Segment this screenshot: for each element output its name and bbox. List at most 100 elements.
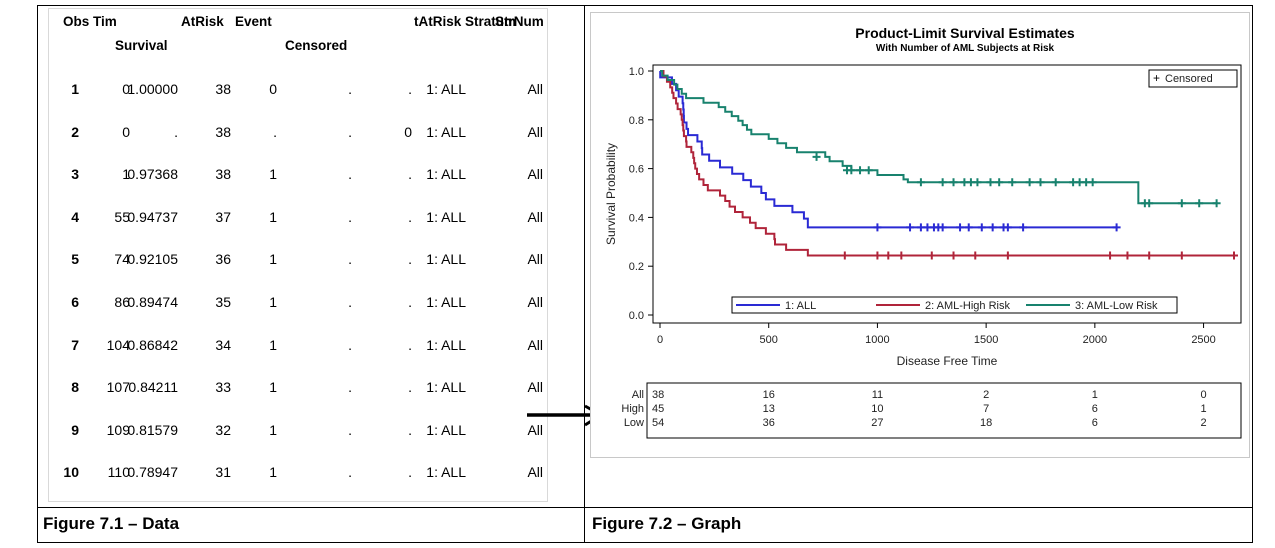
censored-marker [938, 178, 947, 187]
panel-divider [584, 5, 585, 543]
table-cell-event: 1 [269, 421, 277, 438]
table-cell-censored: . [348, 294, 352, 310]
series-legend-box [731, 296, 1178, 314]
y-tick-label: 0.0 [629, 310, 644, 322]
at-risk-value: 6 [1092, 403, 1098, 415]
table-cell-atrisk: 38 [215, 123, 231, 140]
table-cell-event: 0 [269, 81, 277, 97]
table-cell-stratum: 1: ALL [426, 81, 466, 97]
censored-marker [1230, 251, 1238, 260]
censored-marker [927, 251, 936, 260]
table-cell-tim: 74 [114, 251, 130, 268]
censored-marker [988, 223, 997, 232]
x-tick-label: 1500 [974, 334, 998, 346]
table-cell-event: 1 [269, 294, 277, 310]
table-cell-obs: 6 [71, 294, 79, 310]
series-line-1 [659, 70, 1117, 229]
plot-area [652, 64, 1242, 324]
censored-marker [956, 223, 965, 232]
survival-chart: Product-Limit Survival Estimates With Num… [604, 25, 1242, 439]
table-cell-atrisk: 32 [215, 421, 231, 438]
legend-label-1: 1: ALL [785, 300, 816, 312]
table-cell-obs: 7 [71, 336, 79, 353]
x-tick-label: 1000 [865, 334, 889, 346]
censored-marker [856, 166, 865, 175]
table-cell-obs: 1 [71, 81, 79, 97]
x-tick-label: 0 [657, 334, 663, 346]
table-cell-atrisk: 33 [215, 379, 231, 396]
at-risk-value: 16 [763, 389, 775, 401]
table-cell-censored: . [348, 123, 352, 140]
censored-marker [995, 178, 1004, 187]
table-cell-atrisk: 34 [215, 336, 231, 353]
at-risk-value: 0 [1200, 389, 1206, 401]
censored-marker [1145, 199, 1154, 208]
at-risk-value: 54 [652, 417, 664, 429]
censored-marker [977, 223, 986, 232]
censored-marker [897, 251, 906, 260]
censored-marker [1003, 223, 1012, 232]
at-risk-value: 13 [763, 403, 775, 415]
table-cell-event: 1 [269, 208, 277, 225]
censored-marker [864, 166, 873, 175]
censored-marker [1008, 178, 1017, 187]
header-obs: Obs [63, 14, 90, 29]
header-stratum: Stratum [465, 14, 517, 29]
table-cell-strnum: All [527, 336, 543, 353]
table-cell-stratum: 1: ALL [426, 251, 466, 268]
table-cell-survival: 1.00000 [127, 81, 178, 97]
censored-legend-label: Censored [1165, 73, 1213, 85]
x-tick-label: 2000 [1083, 334, 1107, 346]
at-risk-value: 11 [872, 389, 883, 401]
at-risk-row-label: All [632, 389, 644, 401]
table-cell-stratum: 1: ALL [426, 294, 466, 310]
censored-marker [1003, 251, 1012, 260]
at-risk-value: 38 [652, 389, 664, 401]
table-cell-stratum: 1: ALL [426, 166, 466, 183]
table-cell-censored: . [348, 421, 352, 438]
chart-title: Product-Limit Survival Estimates [855, 25, 1075, 41]
at-risk-value: 45 [652, 403, 664, 415]
header-atrisk: AtRisk [181, 14, 224, 29]
at-risk-row-label: Low [624, 417, 644, 429]
censored-marker [884, 251, 893, 260]
table-cell-tatrisk: . [408, 166, 412, 183]
table-cell-strnum: All [527, 123, 543, 140]
header-tim: Tim [93, 14, 117, 29]
legend-label-2: 2: AML-High Risk [925, 300, 1010, 312]
table-cell-strnum: All [527, 421, 543, 438]
censored-marker [949, 251, 958, 260]
series-line-2 [660, 70, 1234, 257]
table-cell-atrisk: 35 [215, 294, 231, 310]
table-cell-strnum: All [527, 294, 543, 310]
caption-graph: Figure 7.2 – Graph [592, 514, 742, 533]
table-cell-stratum: 1: ALL [426, 336, 466, 353]
table-cell-censored: . [348, 379, 352, 396]
figure-frame [37, 5, 1253, 543]
table-cell-tatrisk: . [408, 81, 412, 97]
table-cell-atrisk: 31 [215, 464, 231, 481]
table-cell-censored: . [348, 208, 352, 225]
table-cell-tatrisk: . [408, 294, 412, 310]
at-risk-value: 10 [871, 403, 883, 415]
x-tick-label: 2500 [1191, 334, 1215, 346]
header-survival: Survival [115, 38, 168, 53]
censored-marker [1036, 178, 1045, 187]
caption-data: Figure 7.1 – Data [43, 514, 180, 533]
at-risk-value: 6 [1092, 417, 1098, 429]
censored-marker [938, 223, 947, 232]
table-cell-tim: 107 [106, 379, 130, 396]
censored-marker [812, 152, 821, 161]
table-cell-censored: . [348, 166, 352, 183]
at-risk-value: 18 [980, 417, 992, 429]
table-cell-atrisk: 37 [215, 208, 231, 225]
table-cell-survival: 0.89474 [127, 294, 178, 310]
table-cell-tim: 86 [114, 294, 130, 310]
table-cell-strnum: All [527, 464, 543, 481]
table-cell-strnum: All [527, 251, 543, 268]
table-cell-survival: 0.97368 [127, 166, 178, 183]
censored-marker [873, 223, 882, 232]
censored-legend-box [1148, 69, 1238, 88]
table-cell-obs: 9 [71, 421, 79, 438]
table-cell-tim: 104 [106, 336, 130, 353]
